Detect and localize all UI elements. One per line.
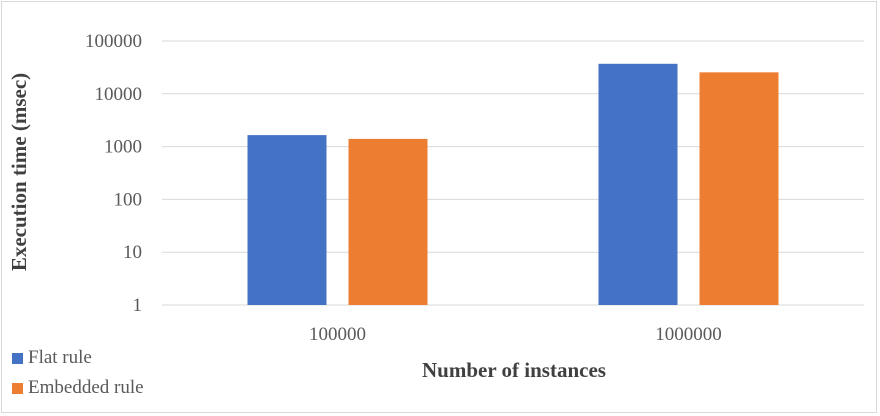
- bars: [247, 63, 779, 305]
- y-axis-ticks: 1 10 100 1000 10000 100000: [85, 31, 142, 316]
- legend-item-flat-rule: Flat rule: [12, 343, 144, 373]
- legend-label-embedded-rule: Embedded rule: [28, 377, 144, 398]
- legend-item-embedded-rule: Embedded rule: [12, 373, 144, 403]
- bar-flat-rule-100000: [247, 135, 327, 305]
- y-tick-label: 100: [114, 189, 143, 210]
- y-axis-title: Execution time (msec): [7, 73, 31, 271]
- bar-embedded-rule-100000: [348, 138, 428, 305]
- y-tick-label: 10: [123, 242, 142, 263]
- y-tick-label: 10000: [95, 84, 143, 105]
- x-axis-title: Number of instances: [422, 358, 606, 382]
- y-tick-label: 100000: [85, 31, 142, 52]
- x-axis-ticks: 100000 1000000: [309, 324, 722, 345]
- legend-swatch-flat-rule: [12, 352, 23, 364]
- x-tick-label: 1000000: [655, 324, 722, 345]
- legend-swatch-embedded-rule: [12, 382, 23, 394]
- y-tick-label: 1000: [104, 137, 142, 158]
- legend-label-flat-rule: Flat rule: [28, 347, 92, 368]
- y-tick-label: 1: [133, 295, 143, 316]
- legend: Flat rule Embedded rule: [12, 343, 144, 403]
- bar-embedded-rule-1000000: [699, 72, 779, 305]
- x-tick-label: 100000: [309, 324, 366, 345]
- bar-flat-rule-1000000: [598, 63, 678, 305]
